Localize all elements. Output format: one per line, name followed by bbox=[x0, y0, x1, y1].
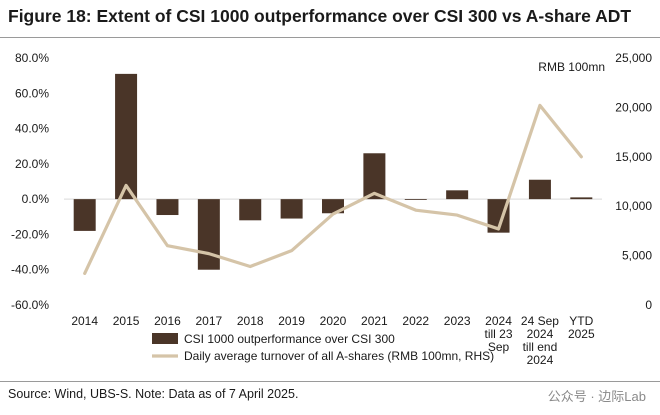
bar bbox=[404, 199, 427, 200]
right-tick-label: 5,000 bbox=[622, 249, 652, 263]
x-tick-label: 2023 bbox=[444, 314, 471, 328]
left-tick-label: 0.0% bbox=[22, 192, 50, 206]
x-tick-label-line: 24 Sep bbox=[521, 314, 559, 328]
x-tick-label-line: 2017 bbox=[195, 314, 222, 328]
bar bbox=[280, 199, 303, 219]
x-tick-label-line: 2020 bbox=[320, 314, 347, 328]
turnover-line bbox=[83, 103, 583, 275]
x-tick-label-line: 2022 bbox=[402, 314, 429, 328]
bar bbox=[570, 197, 593, 200]
title-divider bbox=[0, 37, 660, 38]
x-tick-label: 2014 bbox=[71, 314, 98, 328]
x-axis: 2014 2015 2016 2017 2018 2019 2020 2021 2022 2023… bbox=[71, 314, 595, 367]
x-tick-label-line: 2021 bbox=[361, 314, 388, 328]
x-tick-label: 2024 till 23 Sep bbox=[485, 314, 513, 354]
x-tick-label: 2017 bbox=[195, 314, 222, 328]
legend-bar-label: CSI 1000 outperformance over CSI 300 bbox=[184, 332, 395, 346]
bar-series bbox=[73, 73, 593, 270]
x-tick-label: 2021 bbox=[361, 314, 388, 328]
x-tick-label-line: till end bbox=[523, 340, 558, 354]
right-axis-label: RMB 100mn bbox=[538, 60, 605, 74]
x-tick-label-line: 2024 bbox=[527, 327, 554, 341]
right-tick-label: 0 bbox=[645, 298, 652, 312]
x-tick-label: 2020 bbox=[320, 314, 347, 328]
left-tick-label: -40.0% bbox=[11, 263, 49, 277]
left-tick-label: 20.0% bbox=[15, 157, 49, 171]
legend: CSI 1000 outperformance over CSI 300 Dai… bbox=[152, 332, 494, 363]
legend-bar-swatch bbox=[152, 333, 178, 344]
watermark: 公众号 · 边际Lab bbox=[547, 389, 646, 404]
left-tick-label: -20.0% bbox=[11, 227, 49, 241]
x-tick-label-line: 2024 bbox=[527, 353, 554, 367]
bar bbox=[197, 199, 220, 270]
right-tick-label: 25,000 bbox=[615, 51, 652, 65]
source-note: Source: Wind, UBS-S. Note: Data as of 7 … bbox=[8, 387, 299, 401]
x-tick-label: 2019 bbox=[278, 314, 305, 328]
chart: 80.0% 60.0% 40.0% 20.0% 0.0% -20.0% -40.0% -60.… bbox=[11, 51, 652, 367]
left-tick-label: -60.0% bbox=[11, 298, 49, 312]
left-tick-label: 40.0% bbox=[15, 122, 49, 136]
bar bbox=[73, 199, 96, 231]
bar bbox=[239, 199, 262, 221]
chart-title: Figure 18: Extent of CSI 1000 outperform… bbox=[8, 6, 632, 26]
left-axis: 80.0% 60.0% 40.0% 20.0% 0.0% -20.0% -40.0% -60.… bbox=[11, 51, 49, 312]
x-tick-label: 2016 bbox=[154, 314, 181, 328]
legend-line-label: Daily average turnover of all A-shares (… bbox=[184, 349, 494, 363]
x-tick-label-line: 2016 bbox=[154, 314, 181, 328]
x-tick-label-line: 2023 bbox=[444, 314, 471, 328]
x-tick-label: 24 Sep 2024 till end 2024 bbox=[521, 314, 559, 367]
bar bbox=[363, 153, 386, 200]
left-tick-label: 60.0% bbox=[15, 86, 49, 100]
x-tick-label-line: Sep bbox=[488, 340, 510, 354]
x-tick-label-line: 2014 bbox=[71, 314, 98, 328]
x-tick-label: YTD 2025 bbox=[568, 314, 595, 341]
x-tick-label-line: 2024 bbox=[485, 314, 512, 328]
x-tick-label-line: till 23 bbox=[485, 327, 513, 341]
footer-divider bbox=[0, 381, 660, 382]
right-axis: 25,000 20,000 15,000 10,000 5,000 0 bbox=[615, 51, 652, 312]
bar bbox=[446, 190, 469, 200]
x-tick-label: 2022 bbox=[402, 314, 429, 328]
bar bbox=[115, 73, 138, 200]
x-tick-label-line: YTD bbox=[569, 314, 593, 328]
bar bbox=[156, 199, 179, 216]
left-tick-label: 80.0% bbox=[15, 51, 49, 65]
x-tick-label: 2015 bbox=[113, 314, 140, 328]
bar bbox=[528, 179, 551, 200]
x-tick-label-line: 2018 bbox=[237, 314, 264, 328]
right-tick-label: 10,000 bbox=[615, 199, 652, 213]
x-tick-label-line: 2015 bbox=[113, 314, 140, 328]
x-tick-label-line: 2025 bbox=[568, 327, 595, 341]
x-tick-label: 2018 bbox=[237, 314, 264, 328]
right-tick-label: 20,000 bbox=[615, 100, 652, 114]
x-tick-label-line: 2019 bbox=[278, 314, 305, 328]
right-tick-label: 15,000 bbox=[615, 150, 652, 164]
